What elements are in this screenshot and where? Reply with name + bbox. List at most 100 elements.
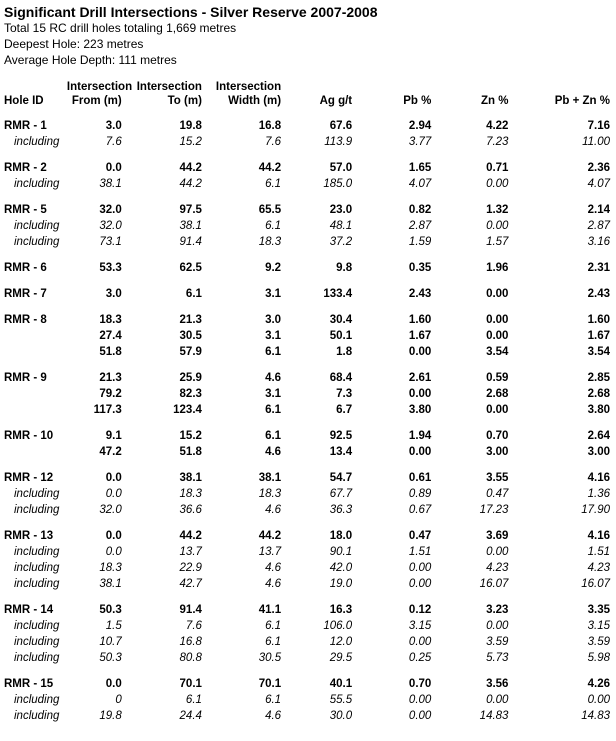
pb-cell: 0.61 xyxy=(408,472,432,484)
group-spacer xyxy=(4,592,610,602)
from-cell: 0.0 xyxy=(105,546,122,558)
ag-cell: 133.4 xyxy=(323,288,353,300)
group-spacer xyxy=(4,250,610,260)
pbzn-cell: 4.23 xyxy=(587,562,610,574)
width-cell: 16.8 xyxy=(258,120,282,132)
hole-id-cell: RMR - 7 xyxy=(4,288,47,300)
group-spacer xyxy=(4,360,610,370)
table-row-including: including 10.7 16.8 6.1 12.0 0.00 3.59 3.59 xyxy=(4,634,610,650)
header-row-2: Hole ID From (m) To (m) Width (m) Ag g/t… xyxy=(4,94,610,108)
pbzn-cell: 1.67 xyxy=(587,330,610,342)
pb-cell: 2.61 xyxy=(408,372,432,384)
from-cell: 50.3 xyxy=(99,604,122,616)
table-body: RMR - 1 3.0 19.8 16.8 67.6 2.94 4.22 7.16 includ… xyxy=(4,108,610,724)
table-row: 117.3 123.4 6.1 6.7 3.80 0.00 3.80 xyxy=(4,402,610,418)
to-cell: 123.4 xyxy=(173,404,202,416)
width-cell: 6.1 xyxy=(265,404,282,416)
pb-cell: 1.94 xyxy=(408,430,432,442)
pb-cell: 0.35 xyxy=(408,262,432,274)
ag-cell: 90.1 xyxy=(329,546,353,558)
pbzn-cell: 3.54 xyxy=(587,346,610,358)
hole-id-cell xyxy=(4,402,67,418)
to-cell: 97.5 xyxy=(179,204,202,216)
from-cell: 0.0 xyxy=(105,530,122,542)
from-cell: 9.1 xyxy=(105,430,122,442)
from-cell: 0 xyxy=(115,694,122,706)
ag-cell: 16.3 xyxy=(329,604,353,616)
pb-cell: 1.60 xyxy=(408,314,432,326)
ag-cell: 29.5 xyxy=(329,652,353,664)
to-cell: 51.8 xyxy=(179,446,202,458)
hole-id-cell xyxy=(4,444,67,460)
from-cell: 10.7 xyxy=(99,636,122,648)
pbzn-cell: 2.43 xyxy=(587,288,610,300)
hole-id-cell: RMR - 13 xyxy=(4,530,54,542)
group-spacer-cell xyxy=(4,592,610,602)
table-row-including: including 7.6 15.2 7.6 113.9 3.77 7.23 11.00 xyxy=(4,134,610,150)
to-cell: 13.7 xyxy=(179,546,202,558)
hole-id-cell: including xyxy=(14,620,60,632)
table-row: RMR - 2 0.0 44.2 44.2 57.0 1.65 0.71 2.36 xyxy=(4,160,610,176)
drill-intersections-table: Intersection Intersection Intersection H… xyxy=(4,80,610,724)
width-cell: 3.0 xyxy=(265,314,282,326)
table-row: RMR - 7 3.0 6.1 3.1 133.4 2.43 0.00 2.43 xyxy=(4,286,610,302)
ag-cell: 37.2 xyxy=(329,236,353,248)
zn-cell: 0.59 xyxy=(486,372,509,384)
to-cell: 44.2 xyxy=(179,178,202,190)
ag-cell: 185.0 xyxy=(323,178,353,190)
hole-id-cell: including xyxy=(14,652,60,664)
group-spacer-cell xyxy=(4,192,610,202)
ag-cell: 6.7 xyxy=(336,404,353,416)
hole-id-cell: including xyxy=(14,562,60,574)
pb-cell: 2.94 xyxy=(408,120,432,132)
table-row: RMR - 1 3.0 19.8 16.8 67.6 2.94 4.22 7.16 xyxy=(4,118,610,134)
to-cell: 19.8 xyxy=(179,120,202,132)
hole-id-cell: including xyxy=(14,546,60,558)
zn-cell: 0.00 xyxy=(486,620,509,632)
ag-cell: 23.0 xyxy=(329,204,353,216)
group-spacer xyxy=(4,108,610,118)
pbzn-cell: 3.00 xyxy=(587,446,610,458)
table-row-including: including 32.0 38.1 6.1 48.1 2.87 0.00 2.87 xyxy=(4,218,610,234)
pbzn-cell: 2.31 xyxy=(587,262,610,274)
to-cell: 38.1 xyxy=(179,220,202,232)
table-row: RMR - 8 18.3 21.3 3.0 30.4 1.60 0.00 1.60 xyxy=(4,312,610,328)
from-cell: 53.3 xyxy=(99,262,122,274)
pb-cell: 3.80 xyxy=(408,404,432,416)
width-cell: 3.1 xyxy=(265,330,282,342)
zn-cell: 0.00 xyxy=(486,288,509,300)
from-cell: 79.2 xyxy=(99,388,122,400)
ag-cell: 30.4 xyxy=(329,314,353,326)
from-cell: 32.0 xyxy=(99,504,122,516)
width-cell: 18.3 xyxy=(258,488,282,500)
pb-cell: 0.00 xyxy=(408,578,432,590)
summary-line-holes: Total 15 RC drill holes totaling 1,669 m… xyxy=(4,21,237,35)
group-spacer-cell xyxy=(4,150,610,160)
header-ag: Ag g/t xyxy=(319,95,353,107)
header-to: To (m) xyxy=(167,95,202,107)
to-cell: 22.9 xyxy=(179,562,202,574)
zn-cell: 1.96 xyxy=(486,262,509,274)
pbzn-cell: 3.35 xyxy=(587,604,610,616)
pbzn-cell: 7.16 xyxy=(587,120,610,132)
header-width-top: Intersection xyxy=(215,81,282,93)
zn-cell: 2.68 xyxy=(486,388,509,400)
to-cell: 57.9 xyxy=(179,346,202,358)
table-row-including: including 19.8 24.4 4.6 30.0 0.00 14.83 14.83 xyxy=(4,708,610,724)
header-to-top: Intersection xyxy=(136,81,202,93)
ag-cell: 13.4 xyxy=(329,446,353,458)
table-row: RMR - 12 0.0 38.1 38.1 54.7 0.61 3.55 4.16 xyxy=(4,470,610,486)
table-row-including: including 18.3 22.9 4.6 42.0 0.00 4.23 4.23 xyxy=(4,560,610,576)
pbzn-cell: 0.00 xyxy=(587,694,610,706)
hole-id-cell: including xyxy=(14,578,60,590)
width-cell: 44.2 xyxy=(258,162,282,174)
ag-cell: 55.5 xyxy=(329,694,353,706)
from-cell: 0.0 xyxy=(105,472,122,484)
zn-cell: 0.00 xyxy=(486,220,509,232)
table-row-including: including 38.1 44.2 6.1 185.0 4.07 0.00 4.07 xyxy=(4,176,610,192)
group-spacer-cell xyxy=(4,276,610,286)
table-row-including: including 0 6.1 6.1 55.5 0.00 0.00 0.00 xyxy=(4,692,610,708)
from-cell: 0.0 xyxy=(105,488,122,500)
to-cell: 44.2 xyxy=(179,162,202,174)
to-cell: 91.4 xyxy=(179,604,202,616)
